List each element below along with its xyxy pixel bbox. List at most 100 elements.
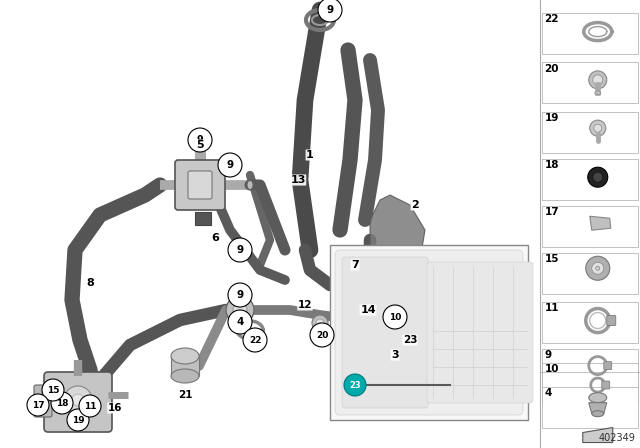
FancyBboxPatch shape	[541, 159, 638, 200]
Polygon shape	[589, 403, 607, 414]
Text: 9: 9	[326, 5, 333, 15]
Circle shape	[312, 315, 328, 331]
Circle shape	[228, 310, 252, 334]
Circle shape	[586, 256, 610, 280]
Circle shape	[316, 319, 324, 327]
Text: 3: 3	[391, 350, 399, 360]
Ellipse shape	[595, 91, 601, 95]
FancyBboxPatch shape	[604, 362, 612, 370]
Text: 8: 8	[86, 278, 94, 288]
Circle shape	[344, 374, 366, 396]
Polygon shape	[583, 427, 612, 443]
Circle shape	[589, 71, 607, 89]
Circle shape	[590, 120, 605, 136]
Polygon shape	[590, 216, 611, 230]
FancyBboxPatch shape	[541, 253, 638, 294]
FancyBboxPatch shape	[541, 206, 638, 247]
FancyBboxPatch shape	[188, 171, 212, 199]
Ellipse shape	[247, 181, 253, 190]
Text: 22: 22	[249, 336, 261, 345]
FancyBboxPatch shape	[175, 160, 225, 210]
FancyBboxPatch shape	[541, 13, 638, 54]
FancyBboxPatch shape	[335, 250, 523, 415]
Circle shape	[349, 380, 359, 390]
Ellipse shape	[171, 348, 199, 364]
Circle shape	[593, 172, 603, 182]
Text: 6: 6	[211, 233, 219, 243]
FancyBboxPatch shape	[342, 257, 428, 408]
Text: 21: 21	[178, 390, 192, 400]
FancyBboxPatch shape	[541, 112, 638, 153]
Circle shape	[596, 266, 600, 270]
Circle shape	[243, 328, 267, 352]
Ellipse shape	[195, 137, 205, 143]
Circle shape	[318, 0, 342, 22]
Text: 402349: 402349	[598, 433, 635, 443]
Ellipse shape	[589, 393, 607, 403]
Text: 9: 9	[236, 245, 244, 255]
FancyBboxPatch shape	[44, 372, 112, 432]
Text: 15: 15	[545, 254, 559, 264]
FancyBboxPatch shape	[34, 385, 52, 417]
Text: 11: 11	[84, 401, 96, 410]
Circle shape	[64, 386, 92, 414]
Circle shape	[79, 395, 101, 417]
Circle shape	[228, 238, 252, 262]
Bar	[171, 356, 199, 376]
Circle shape	[27, 394, 49, 416]
Circle shape	[67, 409, 89, 431]
Text: 13: 13	[291, 175, 306, 185]
Text: 20: 20	[545, 64, 559, 73]
FancyBboxPatch shape	[541, 302, 638, 343]
FancyBboxPatch shape	[602, 381, 610, 389]
Circle shape	[226, 296, 254, 324]
Circle shape	[383, 305, 407, 329]
Circle shape	[188, 128, 212, 152]
FancyBboxPatch shape	[541, 62, 638, 103]
FancyBboxPatch shape	[541, 362, 638, 404]
Text: 22: 22	[545, 14, 559, 24]
Text: 10: 10	[389, 313, 401, 322]
Circle shape	[592, 262, 604, 274]
Text: 9: 9	[227, 160, 234, 170]
Text: 20: 20	[316, 331, 328, 340]
Text: 17: 17	[545, 207, 559, 217]
Text: 16: 16	[108, 403, 122, 413]
Text: 18: 18	[545, 160, 559, 170]
Text: 17: 17	[32, 401, 44, 409]
Circle shape	[218, 153, 242, 177]
Ellipse shape	[592, 411, 604, 417]
Circle shape	[228, 283, 252, 307]
FancyBboxPatch shape	[541, 387, 638, 428]
FancyBboxPatch shape	[427, 262, 533, 403]
Text: 15: 15	[47, 385, 60, 395]
Text: 14: 14	[360, 305, 376, 315]
Text: 23: 23	[403, 335, 417, 345]
Text: 18: 18	[56, 399, 68, 408]
Circle shape	[594, 124, 602, 132]
Text: 19: 19	[545, 113, 559, 123]
Text: 4: 4	[545, 388, 552, 398]
Circle shape	[310, 323, 334, 347]
FancyBboxPatch shape	[541, 349, 638, 390]
Text: 9: 9	[196, 135, 204, 145]
FancyBboxPatch shape	[607, 315, 616, 326]
Circle shape	[593, 75, 603, 85]
Circle shape	[51, 392, 73, 414]
Text: 19: 19	[72, 415, 84, 425]
Text: 11: 11	[545, 303, 559, 313]
Circle shape	[351, 366, 365, 380]
Text: 2: 2	[411, 200, 419, 210]
Circle shape	[42, 379, 64, 401]
Text: 9: 9	[545, 350, 552, 360]
FancyBboxPatch shape	[195, 212, 211, 225]
Ellipse shape	[171, 369, 199, 383]
Text: 7: 7	[351, 260, 359, 270]
Circle shape	[377, 320, 393, 336]
Circle shape	[233, 303, 247, 317]
Text: 5: 5	[196, 140, 204, 150]
Circle shape	[588, 167, 608, 187]
Text: 9: 9	[236, 290, 244, 300]
Text: 12: 12	[298, 300, 312, 310]
Text: 1: 1	[306, 150, 314, 160]
